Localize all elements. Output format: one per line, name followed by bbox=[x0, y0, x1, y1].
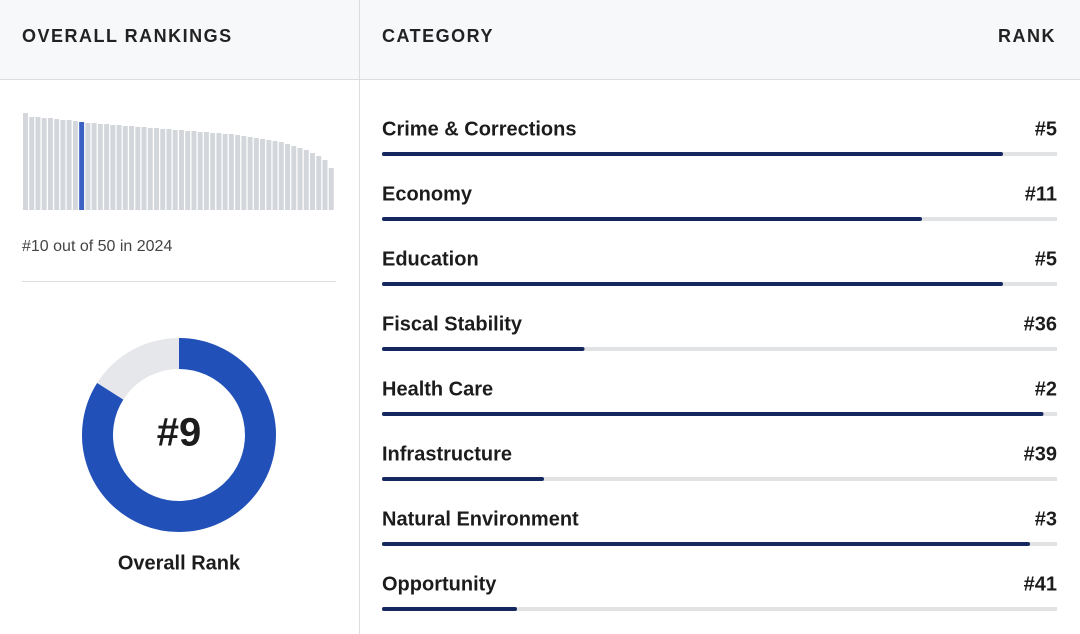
mini-bar bbox=[191, 131, 197, 210]
mini-bar bbox=[197, 132, 203, 210]
rank-header: RANK bbox=[998, 26, 1056, 46]
bar-track bbox=[382, 607, 1057, 611]
mini-bar bbox=[23, 113, 28, 210]
category-header: CATEGORY bbox=[382, 26, 494, 46]
header-bg bbox=[0, 0, 1080, 79]
mini-bar bbox=[260, 139, 266, 210]
mini-bar bbox=[160, 129, 166, 210]
category-rank: #5 bbox=[1035, 118, 1057, 140]
category-name: Infrastructure bbox=[382, 443, 512, 465]
mini-bar bbox=[116, 125, 122, 210]
category-rank: #36 bbox=[1024, 313, 1057, 335]
category-rank: #2 bbox=[1035, 378, 1057, 400]
bar-track bbox=[382, 477, 1057, 481]
mini-bar bbox=[154, 128, 159, 210]
mini-bar bbox=[141, 127, 147, 210]
category-name: Opportunity bbox=[382, 573, 497, 595]
category-rank: #3 bbox=[1035, 508, 1057, 530]
mini-bar bbox=[54, 119, 60, 210]
mini-bar bbox=[216, 133, 222, 210]
mini-bar bbox=[110, 125, 116, 210]
mini-bar bbox=[185, 131, 191, 210]
mini-bar bbox=[210, 133, 216, 210]
mini-bar bbox=[122, 126, 128, 210]
mini-bar bbox=[179, 130, 184, 210]
category-name: Education bbox=[382, 248, 479, 270]
mini-bar bbox=[266, 140, 272, 210]
mini-bar bbox=[47, 118, 53, 210]
mini-bar bbox=[316, 156, 322, 210]
rank-bar bbox=[382, 282, 1003, 286]
donut-fill bbox=[82, 338, 276, 532]
mini-bar bbox=[310, 153, 315, 210]
category-name: Health Care bbox=[382, 378, 493, 400]
rank-bar bbox=[382, 412, 1044, 416]
category-rank: #5 bbox=[1035, 248, 1057, 270]
category-rank: #39 bbox=[1024, 443, 1057, 465]
mini-bar bbox=[85, 123, 91, 210]
rank-bar bbox=[382, 542, 1030, 546]
mini-bar bbox=[222, 134, 228, 210]
mini-bar bbox=[79, 122, 85, 210]
category-name: Fiscal Stability bbox=[382, 313, 523, 335]
mini-bar bbox=[66, 120, 72, 210]
left-header: OVERALL RANKINGS bbox=[22, 26, 233, 46]
mini-bar bbox=[291, 146, 297, 210]
caption: #10 out of 50 in 2024 bbox=[22, 238, 172, 255]
mini-bar bbox=[41, 118, 47, 210]
rank-bar bbox=[382, 607, 517, 611]
mini-bar bbox=[285, 144, 291, 210]
mini-bar bbox=[104, 124, 110, 210]
category-name: Economy bbox=[382, 183, 473, 205]
mini-bar bbox=[253, 138, 259, 210]
mini-bar bbox=[235, 135, 241, 210]
mini-bar bbox=[72, 121, 78, 210]
mini-bar bbox=[91, 123, 97, 210]
mini-bar bbox=[241, 136, 247, 210]
rank-bar bbox=[382, 152, 1003, 156]
mini-bar bbox=[328, 168, 334, 210]
rank-bar bbox=[382, 477, 544, 481]
mini-bar bbox=[29, 117, 35, 210]
mini-bar bbox=[172, 130, 178, 210]
mini-bar bbox=[247, 137, 253, 210]
category-rank: #11 bbox=[1025, 183, 1057, 205]
category-name: Crime & Corrections bbox=[382, 118, 577, 140]
category-rank: #41 bbox=[1024, 573, 1057, 595]
mini-bar bbox=[297, 148, 303, 210]
overall-label: Overall Rank bbox=[118, 552, 241, 574]
mini-bar bbox=[129, 126, 135, 210]
mini-bar bbox=[272, 141, 278, 210]
mini-bar bbox=[303, 150, 309, 210]
bar-track bbox=[382, 347, 1057, 351]
mini-bar bbox=[203, 132, 209, 210]
mini-bar bbox=[278, 142, 284, 210]
mini-bar bbox=[322, 160, 328, 210]
category-name: Natural Environment bbox=[382, 508, 579, 530]
mini-bar bbox=[35, 117, 41, 210]
rank-bar bbox=[382, 217, 922, 221]
mini-bar bbox=[166, 129, 172, 210]
rank-bar bbox=[382, 347, 585, 351]
mini-bar bbox=[97, 124, 103, 210]
mini-bar bbox=[228, 134, 234, 210]
mini-bar bbox=[147, 128, 153, 210]
mini-bar bbox=[60, 120, 66, 210]
overall-rank: #9 bbox=[157, 411, 202, 455]
mini-bar bbox=[135, 127, 141, 210]
